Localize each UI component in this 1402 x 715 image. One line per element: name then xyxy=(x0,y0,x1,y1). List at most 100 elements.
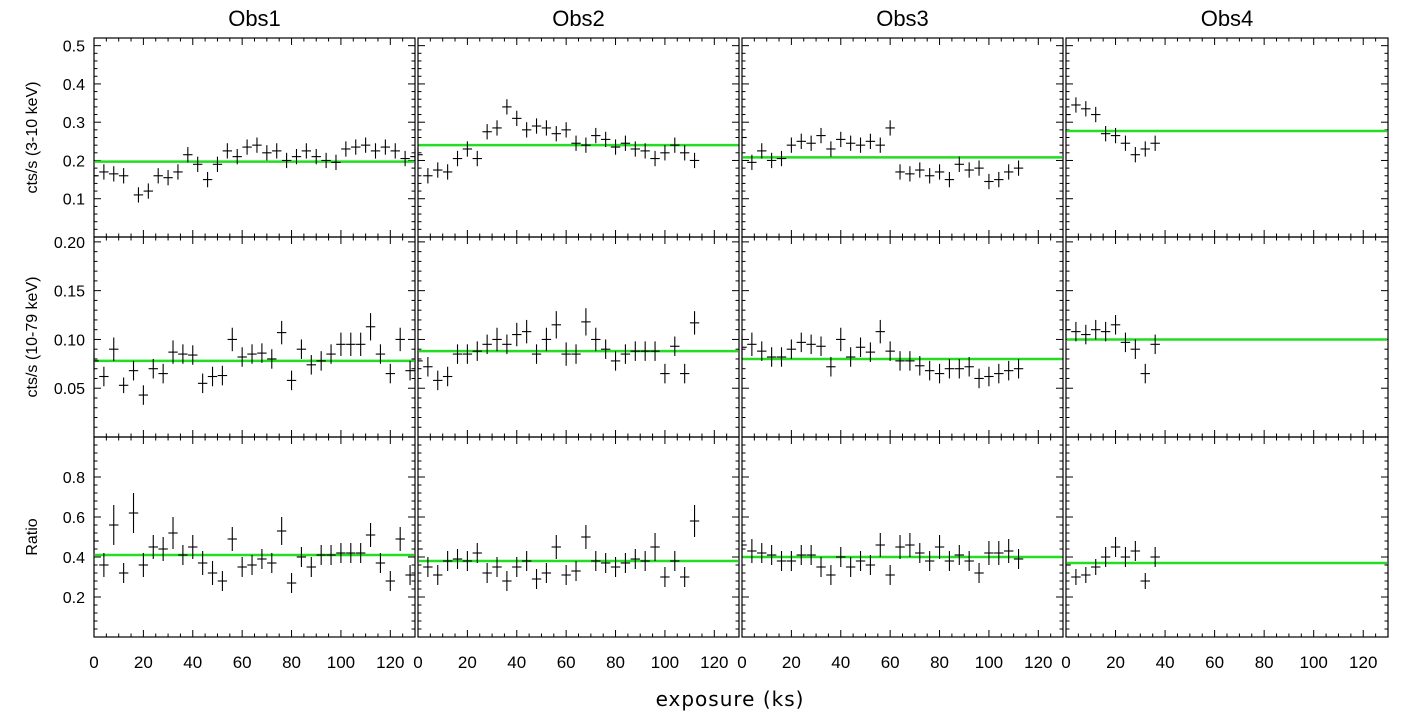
data-point xyxy=(915,543,925,563)
y-tick-label: 0.3 xyxy=(63,115,85,132)
data-point xyxy=(610,557,621,577)
data-point xyxy=(1130,339,1141,359)
data-point xyxy=(600,339,611,359)
data-point xyxy=(826,357,836,377)
data-point xyxy=(660,363,670,384)
data-point xyxy=(452,549,463,569)
data-point xyxy=(531,569,542,589)
data-point xyxy=(207,366,218,387)
x-tick-label: 0 xyxy=(89,653,98,672)
data-point xyxy=(875,137,885,153)
data-point xyxy=(591,127,601,144)
data-point xyxy=(355,543,366,563)
data-point xyxy=(541,120,552,136)
data-point xyxy=(924,168,935,184)
x-tick-label: 0 xyxy=(413,653,422,672)
data-point xyxy=(405,360,415,381)
data-point xyxy=(679,145,690,161)
data-point xyxy=(452,150,463,167)
data-point xyxy=(670,137,680,153)
data-point xyxy=(109,337,119,361)
data-point xyxy=(227,527,237,551)
data-point xyxy=(974,368,984,389)
data-point xyxy=(670,551,680,571)
x-tick-label: 20 xyxy=(782,653,801,672)
data-point xyxy=(148,358,158,379)
data-point xyxy=(395,527,405,551)
x-tick-label: 80 xyxy=(930,653,949,672)
data-point xyxy=(786,339,797,359)
data-point xyxy=(341,141,351,157)
data-point xyxy=(148,535,158,559)
panel-frame xyxy=(93,436,416,638)
data-point xyxy=(944,358,955,379)
text-layer: Obs1 Obs2 Obs3 Obs4 cts/s (3-10 keV) 0.1 0.2 0.… xyxy=(24,6,1377,711)
x-tick-label: 120 xyxy=(1024,653,1052,672)
data-point xyxy=(816,336,826,357)
data-point xyxy=(1013,160,1024,176)
data-point xyxy=(178,344,188,364)
data-point xyxy=(561,122,571,138)
data-point xyxy=(571,135,581,151)
data-point xyxy=(1110,315,1121,335)
panel-2-4 xyxy=(1065,315,1387,384)
data-point xyxy=(1150,135,1160,151)
data-point xyxy=(178,545,188,565)
data-point xyxy=(365,523,376,547)
y-axis-label-row-2: cts/s (10-79 keV) xyxy=(24,277,41,398)
x-tick-label: 20 xyxy=(1106,653,1125,672)
data-point xyxy=(482,334,492,355)
data-point xyxy=(865,555,876,575)
data-point xyxy=(984,366,994,387)
data-point xyxy=(232,148,242,165)
data-point xyxy=(855,551,866,571)
data-point xyxy=(99,366,109,387)
panel-2-1 xyxy=(93,313,415,405)
x-tick-label: 120 xyxy=(376,653,404,672)
data-point xyxy=(237,557,247,577)
data-point xyxy=(242,139,252,155)
data-point xyxy=(247,344,257,364)
data-point xyxy=(222,143,233,159)
data-point xyxy=(188,345,198,365)
y-tick-label: 0.2 xyxy=(63,590,85,607)
data-point xyxy=(521,319,532,344)
column-title-4: Obs4 xyxy=(1201,6,1254,31)
y-tick-label: 0.1 xyxy=(63,192,85,209)
y-axis-label-row-3: Ratio xyxy=(24,518,41,555)
data-point xyxy=(395,327,405,352)
data-point xyxy=(158,537,168,561)
data-point xyxy=(1100,321,1111,342)
data-point xyxy=(385,571,395,591)
data-point xyxy=(954,358,964,379)
data-point xyxy=(267,349,277,369)
x-tick-label: 100 xyxy=(327,653,355,672)
data-point xyxy=(1130,147,1141,163)
data-point xyxy=(591,551,601,571)
data-point xyxy=(521,551,532,571)
data-point xyxy=(561,565,571,585)
data-point xyxy=(855,337,866,357)
data-point xyxy=(1100,547,1111,567)
data-point xyxy=(247,555,257,575)
data-point xyxy=(541,327,552,352)
data-point xyxy=(512,557,522,577)
data-point xyxy=(895,164,905,180)
data-point xyxy=(482,563,492,583)
data-point xyxy=(433,162,443,178)
x-tick-label: 80 xyxy=(282,653,301,672)
data-point xyxy=(786,137,797,153)
data-point xyxy=(581,308,591,336)
panel-3-4 xyxy=(1065,537,1387,589)
data-point xyxy=(816,557,826,577)
data-point xyxy=(1071,321,1081,342)
data-point xyxy=(346,332,356,357)
data-point xyxy=(747,332,757,357)
panel-1-2 xyxy=(417,99,738,184)
panel-frame xyxy=(417,236,740,438)
panel-frame xyxy=(1065,236,1389,438)
data-point xyxy=(630,141,640,157)
data-point xyxy=(128,360,139,381)
data-point xyxy=(321,152,331,169)
